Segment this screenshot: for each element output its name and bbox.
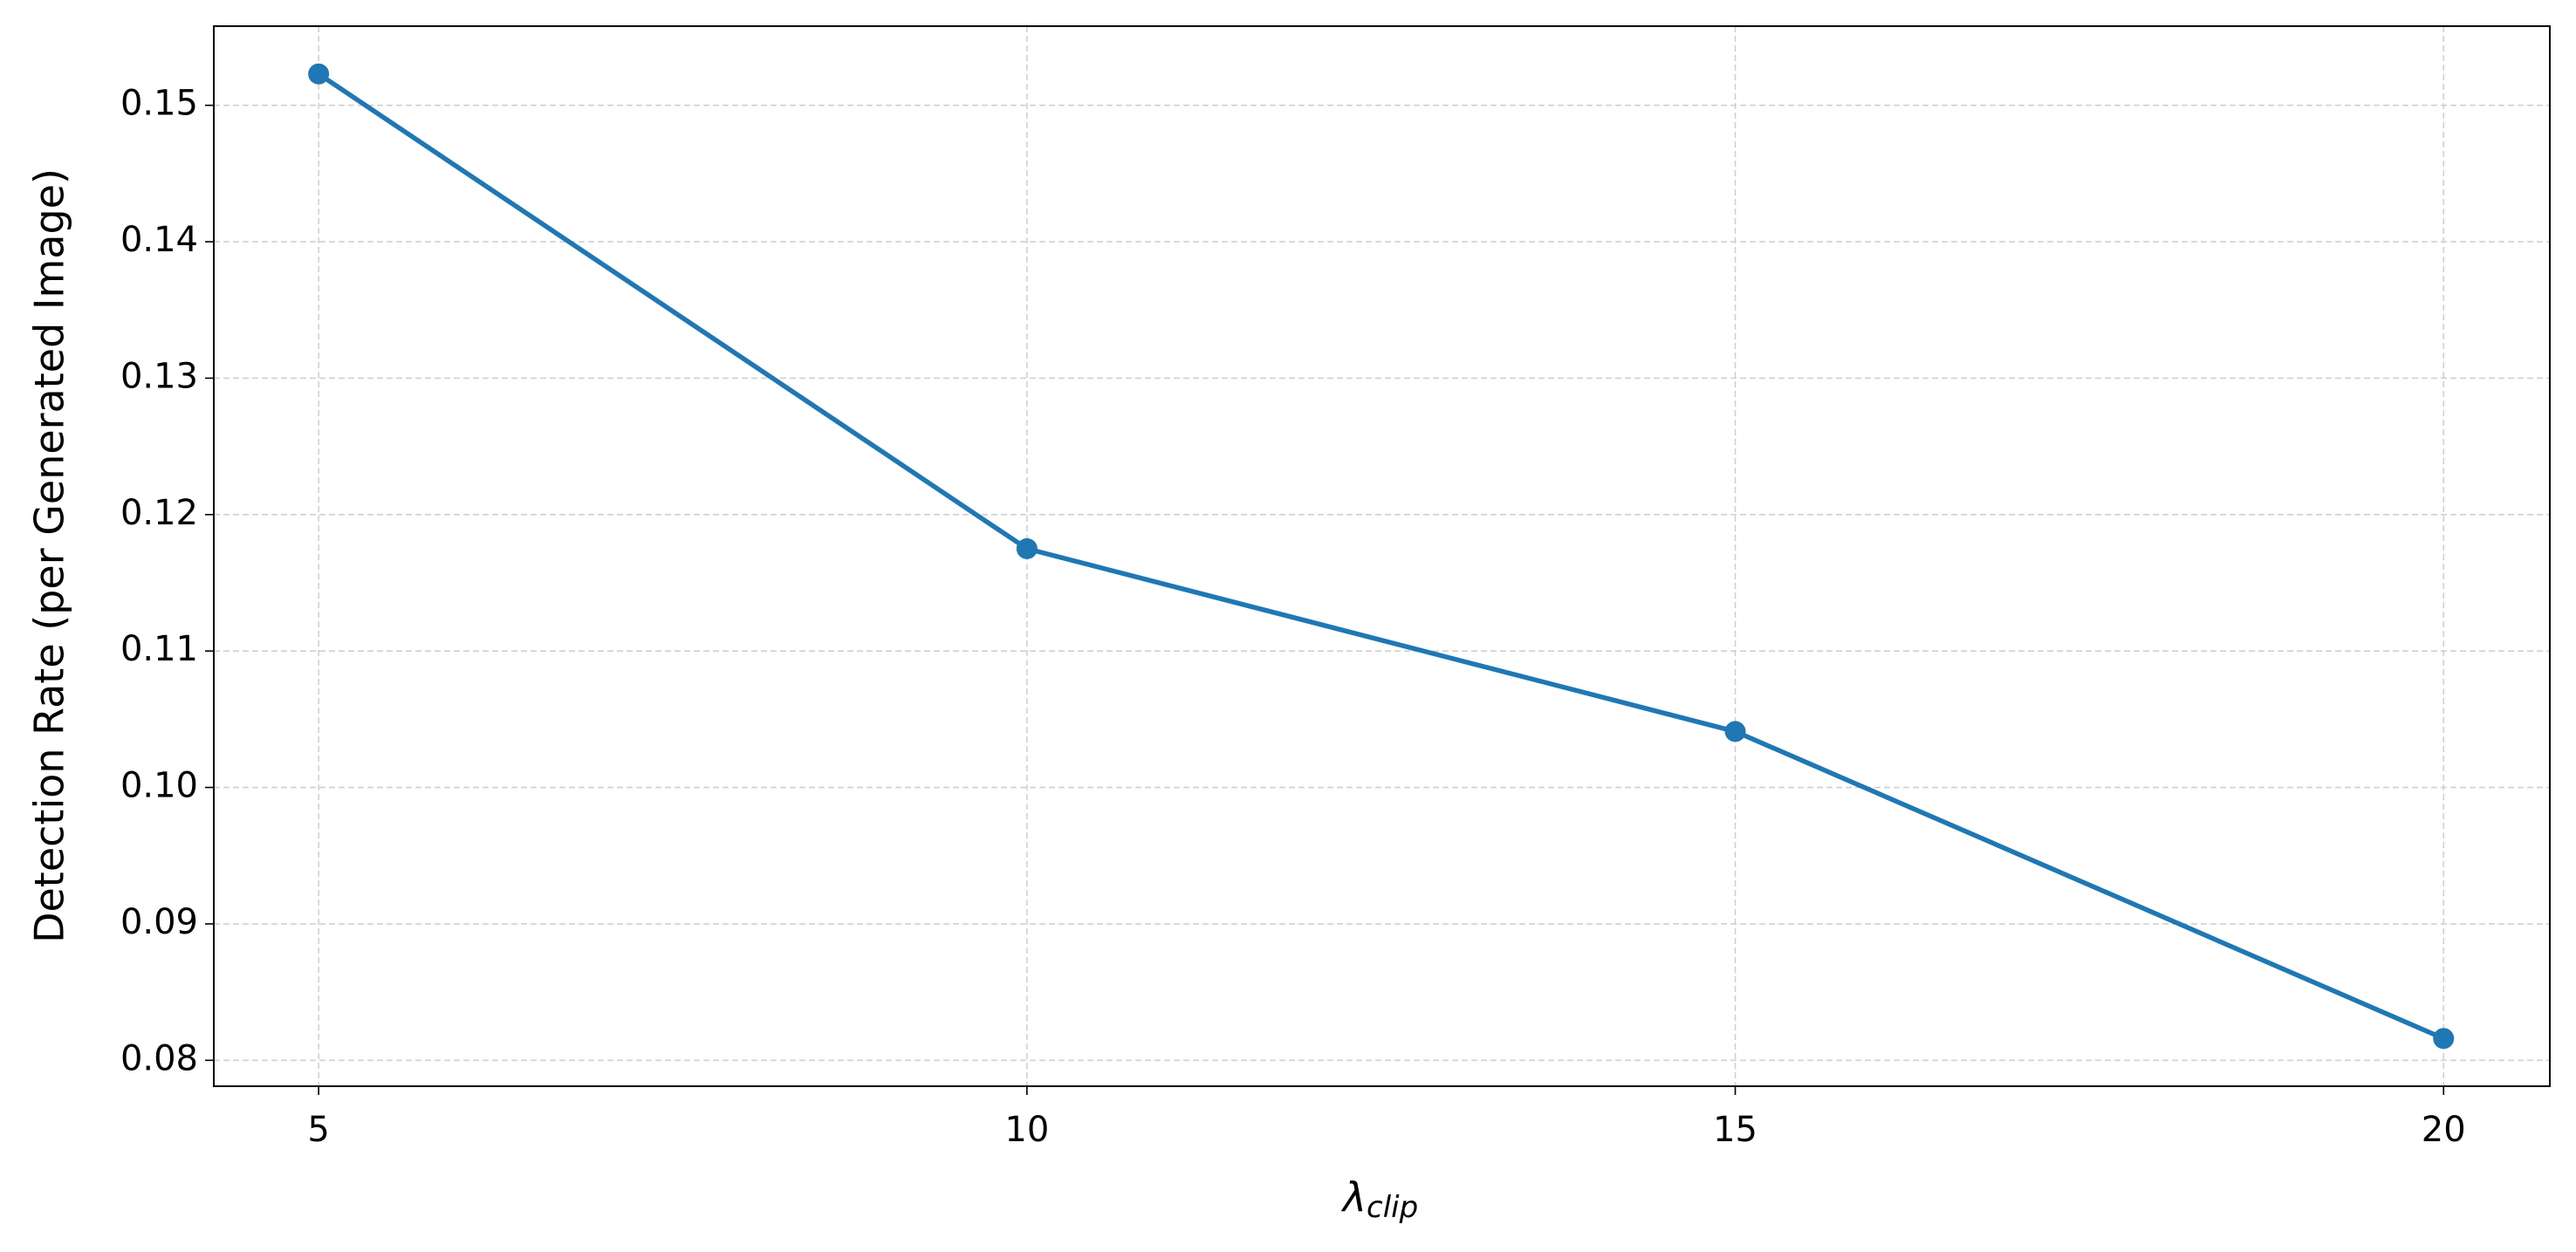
x-axis-label: λclip xyxy=(1340,1173,1418,1225)
data-point xyxy=(2433,1028,2455,1050)
y-tick-label: 0.09 xyxy=(120,902,198,942)
y-tick-label: 0.13 xyxy=(120,356,198,396)
y-tick-label: 0.08 xyxy=(120,1038,198,1078)
data-point xyxy=(1016,537,1038,559)
y-tick-label: 0.11 xyxy=(120,629,198,669)
x-tick-label: 10 xyxy=(1004,1110,1049,1150)
y-tick-label: 0.15 xyxy=(120,84,198,124)
x-axis-label-subscript: clip xyxy=(1367,1190,1418,1225)
y-tick-label: 0.10 xyxy=(120,766,198,806)
y-tick-label: 0.12 xyxy=(120,493,198,533)
y-tick-label: 0.14 xyxy=(120,220,198,260)
x-tick-label: 5 xyxy=(307,1110,329,1150)
data-point xyxy=(1724,721,1746,742)
plot-frame xyxy=(213,25,2551,1087)
data-line xyxy=(317,72,2445,1041)
x-tick-label: 20 xyxy=(2422,1110,2466,1150)
y-axis-label: Detection Rate (per Generated Image) xyxy=(26,168,73,943)
data-point xyxy=(308,63,330,85)
x-axis-label-symbol: λ xyxy=(1340,1173,1367,1221)
x-tick-label: 15 xyxy=(1713,1110,1757,1150)
